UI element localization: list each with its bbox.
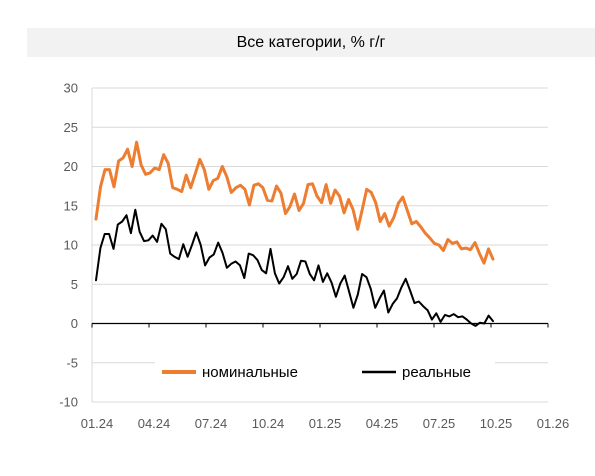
x-tick-label: 04.24: [138, 416, 171, 431]
y-tick-label: 20: [64, 159, 78, 174]
x-tick-label: 10.24: [252, 416, 285, 431]
x-tick-label: 07.24: [195, 416, 228, 431]
x-tick-label: 01.26: [537, 416, 570, 431]
x-tick-label: 01.24: [81, 416, 114, 431]
chart-title: Все категории, % г/г: [236, 34, 386, 51]
y-tick-label: -10: [59, 395, 78, 410]
x-tick-labels: 01.24 04.24 07.24 10.24 01.25 04.25 07.25 10.25…: [81, 416, 570, 431]
y-tick-labels: -10 -5 0 5 10 15 20 25 30: [59, 81, 78, 410]
y-tick-label: 25: [64, 120, 78, 135]
legend-label: реальные: [402, 364, 471, 381]
grid-lines: [92, 87, 548, 403]
y-tick-label: 0: [71, 316, 78, 331]
y-tick-label: 30: [64, 81, 78, 96]
x-tick-label: 07.25: [423, 416, 456, 431]
series-lines: [94, 140, 495, 327]
x-tick-label: 10.25: [480, 416, 513, 431]
series-line-real: [95, 208, 494, 327]
y-tick-label: -5: [66, 355, 78, 370]
x-tick-label: 04.25: [366, 416, 399, 431]
legend: номинальные реальные: [155, 357, 495, 387]
x-tick-label: 01.25: [309, 416, 342, 431]
series-line-nominal: [94, 140, 495, 265]
y-tick-label: 5: [71, 277, 78, 292]
legend-label: номинальные: [202, 364, 298, 381]
legend-background: [155, 357, 495, 387]
y-tick-label: 15: [64, 198, 78, 213]
title-background: [27, 28, 595, 57]
y-tick-label: 10: [64, 238, 78, 253]
